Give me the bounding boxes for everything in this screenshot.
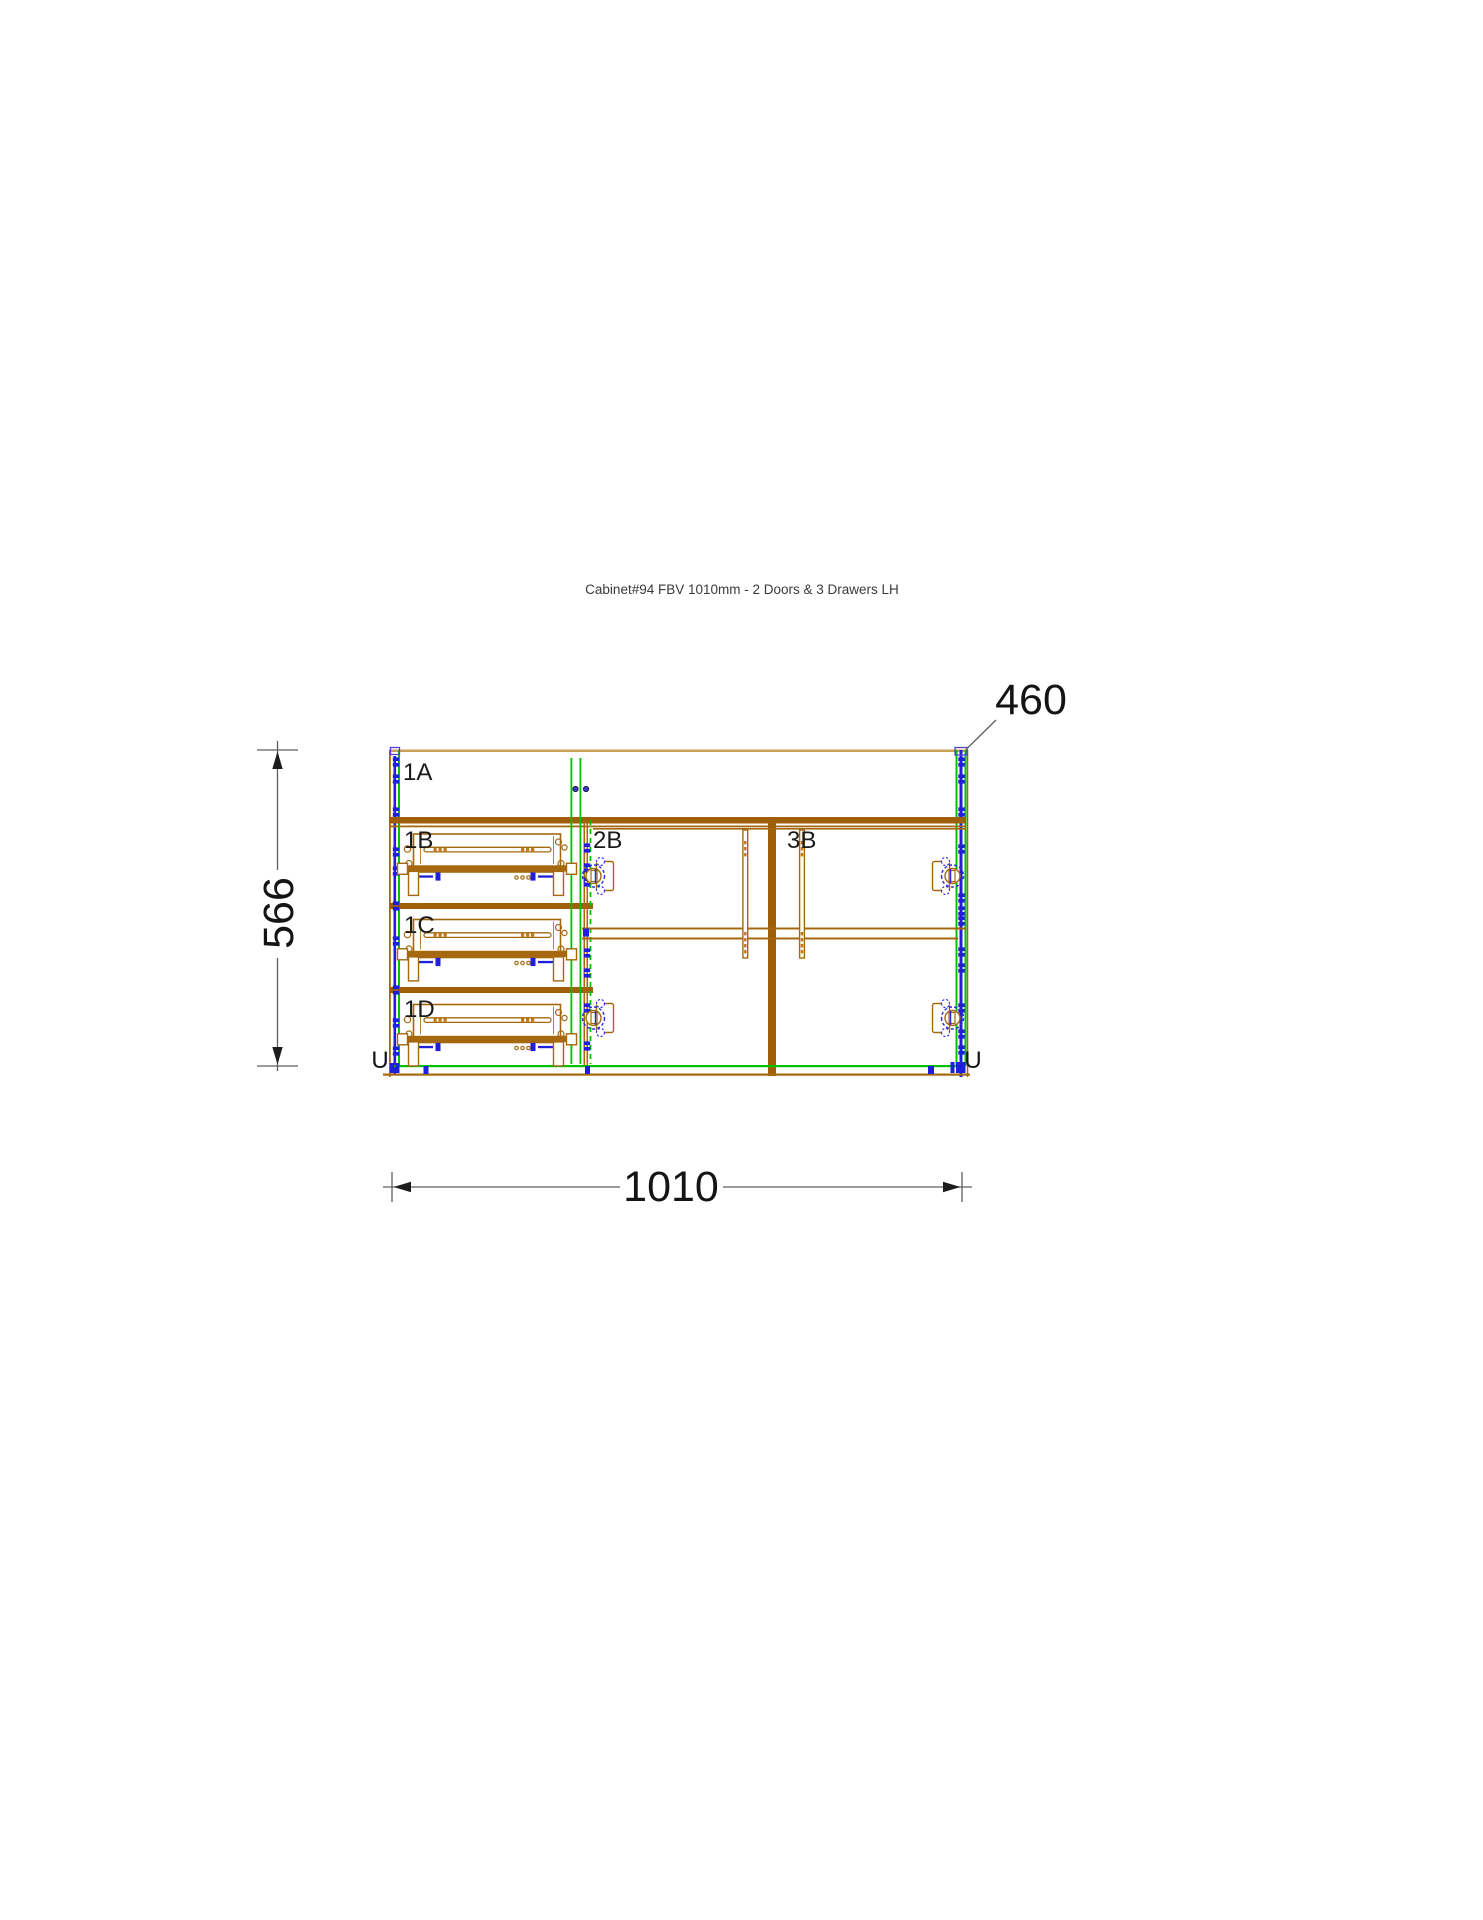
top-panel-line <box>389 749 968 752</box>
drawer-separator-1 <box>390 903 593 909</box>
bottom-connector-c <box>928 1066 934 1074</box>
door-top-edge-line <box>593 828 966 830</box>
partition-dowel-a <box>572 785 579 793</box>
label-drawer-1: 1B <box>404 827 433 854</box>
left-gable-line <box>389 750 391 1077</box>
top-separator-underline <box>390 825 966 828</box>
label-top-rail: 1A <box>403 759 432 786</box>
mid-shelf-connector <box>583 928 589 937</box>
top-separator-rail <box>390 817 966 824</box>
dimension-width: 1010 <box>383 1163 972 1211</box>
dimension-depth: 460 <box>965 676 1067 750</box>
partition-panel-line-b <box>586 820 588 1066</box>
partition-dowel-b <box>582 785 590 793</box>
partition-panel-line-a <box>583 820 585 1066</box>
drawing-title: Cabinet#94 FBV 1010mm - 2 Doors & 3 Draw… <box>585 582 899 597</box>
hinge-right-top <box>931 856 965 896</box>
door-divider-panel <box>768 818 776 1076</box>
dim-height-value: 566 <box>255 877 303 949</box>
bottom-panel-edgeband <box>390 1065 958 1068</box>
shelf-post-left <box>742 829 749 959</box>
mid-shelf-top-line <box>582 927 966 930</box>
bottom-left-corner-connector-a <box>390 1063 394 1073</box>
label-door-left: 2B <box>593 827 622 854</box>
dim-arrow-right <box>943 1181 961 1193</box>
left-gable-hardware-line <box>393 756 397 1074</box>
mid-shelf-bottom-line <box>582 937 958 940</box>
drawer-separator-2 <box>390 987 593 993</box>
bottom-connector-a <box>423 1066 429 1074</box>
bottom-right-corner-connector-c <box>961 1062 966 1073</box>
label-door-right: 3B <box>787 827 816 854</box>
dim-arrow-left <box>393 1181 411 1193</box>
leader-line <box>965 719 997 750</box>
dim-width-value: 1010 <box>623 1163 719 1211</box>
bottom-panel-line <box>383 1073 970 1076</box>
right-gable-edgeband-outer <box>964 750 967 1066</box>
left-top-corner-joint <box>389 746 401 756</box>
right-gable-line <box>966 750 969 1077</box>
partition-edgeband-left <box>570 758 573 1064</box>
dimension-height: 566 <box>255 741 303 1071</box>
dim-depth-value: 460 <box>995 676 1067 724</box>
dim-arrow-down <box>272 1047 283 1065</box>
right-gable-edgeband-inner <box>955 750 958 1067</box>
drawer-bank <box>396 833 578 1067</box>
partition-edgeband-right <box>579 758 582 1064</box>
bottom-left-corner-connector-b <box>395 1063 400 1073</box>
marker-u-left: U <box>371 1047 388 1074</box>
bottom-connector-b <box>585 1066 590 1074</box>
label-drawer-2: 1C <box>404 912 435 939</box>
marker-u-right: U <box>964 1047 981 1074</box>
bottom-right-corner-connector-b <box>956 1062 960 1073</box>
label-drawer-3: 1D <box>404 996 435 1023</box>
dim-arrow-up <box>272 751 283 769</box>
right-top-corner-joint <box>954 746 968 756</box>
bottom-right-corner-connector-a <box>950 1062 955 1073</box>
